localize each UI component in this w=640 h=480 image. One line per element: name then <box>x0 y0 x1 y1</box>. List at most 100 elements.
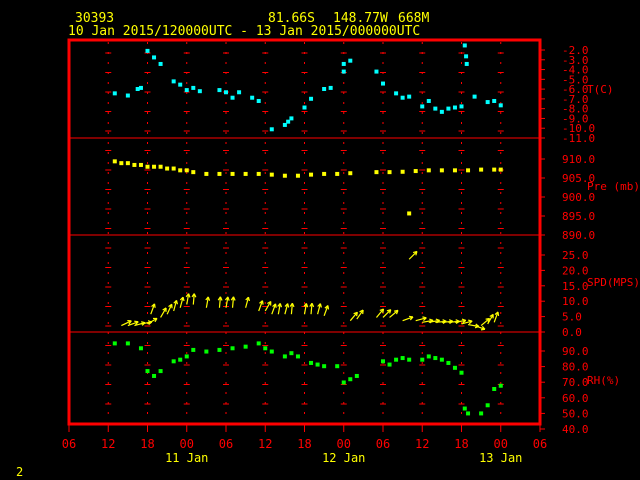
wind-arrow <box>166 303 173 315</box>
humidity-point <box>407 357 412 362</box>
pressure-point <box>152 164 157 169</box>
wind-arrow <box>422 319 434 323</box>
pressure-point <box>322 171 327 176</box>
y-tick-label-humidity: 50.0 <box>562 407 589 420</box>
wind-arrow <box>258 300 264 312</box>
temperature-point <box>433 106 438 111</box>
humidity-point <box>387 362 392 367</box>
pressure-point <box>407 211 412 216</box>
wind-arrow-head <box>442 319 447 322</box>
temperature-point <box>145 48 150 53</box>
wind-arrow-head <box>422 316 427 319</box>
wind-arrow <box>303 303 308 315</box>
humidity-point <box>354 373 359 378</box>
x-day-label: 11 Jan <box>165 451 208 465</box>
wind-arrow-head <box>461 318 466 321</box>
elevation: 668M <box>398 11 429 26</box>
wind-arrow <box>382 309 392 318</box>
humidity-point <box>420 357 425 362</box>
y-tick-label-pressure: 895.0 <box>562 210 595 223</box>
temperature-point <box>341 61 346 66</box>
humidity-point <box>125 341 130 346</box>
temperature-point <box>459 104 464 109</box>
humidity-point <box>309 360 314 365</box>
y-tick-label-wind: 0.0 <box>562 326 582 339</box>
pressure-point <box>335 171 340 176</box>
temperature-point <box>462 43 467 48</box>
wind-arrow-head <box>386 309 391 312</box>
axis-layer: 06 12 18 00 06 12 18 00 06 12 18 00 06 11 Jan 12 Jan 13… <box>62 44 640 465</box>
wind-arrow-head <box>475 323 480 327</box>
panel-label-humidity: RH(%) <box>587 374 620 387</box>
pressure-point <box>138 162 143 167</box>
temperature-point <box>178 82 183 87</box>
wind-arrow-head <box>359 309 364 313</box>
y-tick-label-temperature: -8.0 <box>562 103 589 116</box>
temperature-point <box>184 88 189 93</box>
wind-arrow <box>356 309 364 320</box>
humidity-point <box>282 354 287 359</box>
wind-arrow-head <box>393 309 399 312</box>
wind-arrow <box>415 317 427 322</box>
temperature-point <box>472 94 477 99</box>
humidity-point <box>335 364 340 369</box>
y-tick-label-temperature: -2.0 <box>562 44 589 57</box>
y-tick-label-pressure: 905.0 <box>562 172 595 185</box>
humidity-point <box>112 341 117 346</box>
temperature-point <box>426 98 431 103</box>
humidity-point <box>466 411 471 416</box>
pressure-point <box>132 162 137 167</box>
pressure-point <box>230 171 235 176</box>
station-id: 30393 <box>75 11 114 26</box>
temperature-point <box>289 116 294 121</box>
wind-arrow-head <box>168 303 173 308</box>
pressure-point <box>145 164 150 169</box>
pressure-point <box>217 171 222 176</box>
wind-arrow <box>218 296 222 308</box>
temperature-point <box>407 94 412 99</box>
humidity-point <box>485 403 490 408</box>
wind-arrow <box>310 303 313 315</box>
temperature-point <box>309 96 314 101</box>
wind-arrow <box>147 317 158 325</box>
wind-arrow-head <box>324 305 329 309</box>
wind-arrow <box>408 251 418 260</box>
wind-arrow-head <box>259 300 263 304</box>
temperature-point <box>171 79 176 84</box>
temperature-point <box>439 109 444 114</box>
humidity-point <box>145 369 150 374</box>
panel-label-temperature: T(C) <box>587 83 614 96</box>
wind-arrow <box>186 293 190 305</box>
humidity-point <box>243 344 248 349</box>
wind-arrow <box>290 303 293 315</box>
wind-arrow-head <box>485 317 490 320</box>
x-tick-label: 06 <box>376 437 390 451</box>
y-tick-label-temperature: -9.0 <box>562 112 589 125</box>
pressure-point <box>492 167 497 172</box>
temperature-point <box>250 95 255 100</box>
wind-arrow-head <box>353 311 358 315</box>
wind-arrow <box>150 303 156 315</box>
wind-arrow-head <box>284 303 289 307</box>
temperature-point <box>224 90 228 95</box>
humidity-point <box>348 377 353 382</box>
wind-arrow <box>264 301 272 312</box>
wind-arrow <box>127 321 139 327</box>
temperature-point <box>498 103 503 108</box>
wind-arrow-head <box>468 319 473 322</box>
panel-label-pressure: Pre (mb) <box>587 180 640 193</box>
pressure-point <box>479 167 484 172</box>
page-number: 2 <box>16 465 23 479</box>
wind-arrow-head <box>134 320 139 323</box>
wind-arrow-head <box>267 300 272 305</box>
temperature-point <box>230 95 235 100</box>
wind-arrow-head <box>448 319 454 322</box>
wind-arrow <box>160 307 167 318</box>
wind-arrow-head <box>412 250 418 254</box>
humidity-point <box>184 354 189 359</box>
wind-arrow <box>402 316 414 322</box>
temperature-point <box>322 87 327 91</box>
y-tick-label-humidity: 80.0 <box>562 361 589 374</box>
wind-arrow-head <box>277 303 281 307</box>
